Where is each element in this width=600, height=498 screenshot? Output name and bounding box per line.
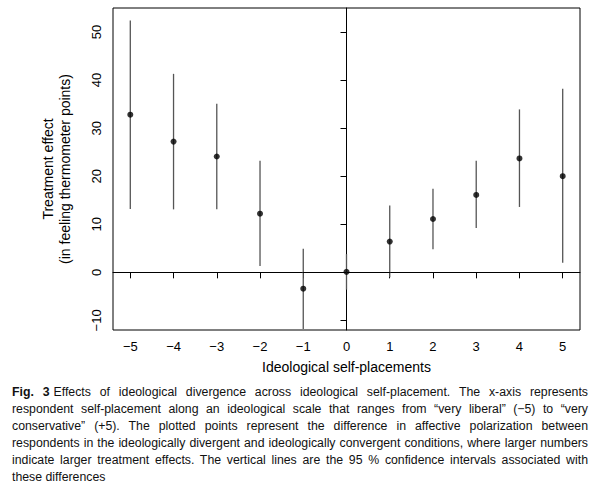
svg-text:50: 50 — [89, 25, 104, 39]
svg-text:(in feeling thermometer points: (in feeling thermometer points) — [57, 74, 73, 264]
svg-text:5: 5 — [559, 339, 566, 354]
svg-text:4: 4 — [516, 339, 523, 354]
svg-text:−10: −10 — [89, 309, 104, 331]
svg-text:Ideological self-placements: Ideological self-placements — [262, 359, 431, 375]
svg-text:0: 0 — [89, 269, 104, 276]
svg-text:3: 3 — [473, 339, 480, 354]
svg-text:10: 10 — [89, 217, 104, 231]
svg-text:−3: −3 — [209, 339, 224, 354]
svg-text:30: 30 — [89, 121, 104, 135]
svg-text:−5: −5 — [123, 339, 138, 354]
svg-text:0: 0 — [343, 339, 350, 354]
svg-text:40: 40 — [89, 73, 104, 87]
svg-text:Treatment effect: Treatment effect — [40, 118, 56, 219]
svg-text:−1: −1 — [296, 339, 311, 354]
svg-text:20: 20 — [89, 169, 104, 183]
html-text:Fig. 3 Effects of ideological: Fig. 3 Effects of ideological divergence… — [12, 385, 588, 484]
svg-text:2: 2 — [429, 339, 436, 354]
svg-text:−4: −4 — [166, 339, 181, 354]
svg-text:1: 1 — [386, 339, 393, 354]
svg-text:−2: −2 — [253, 339, 268, 354]
